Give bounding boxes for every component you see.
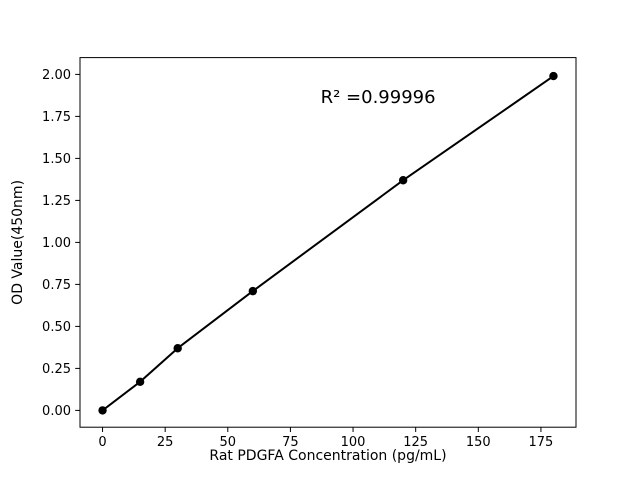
plot-area: 0 25 50 75 100 125 150 175 0.00 0.25 0.50 0.75 1.00 1…	[42, 57, 577, 450]
y-tick-label: 1.00	[42, 236, 71, 251]
data-point	[398, 176, 408, 185]
y-tick-label: 0.25	[42, 362, 71, 377]
y-tick-label: 2.00	[42, 68, 71, 83]
y-tick-label: 1.75	[42, 110, 71, 125]
y-tick-label: 1.50	[42, 152, 71, 167]
y-tick-label: 0.00	[42, 404, 71, 419]
x-tick-label: 25	[157, 435, 174, 450]
data-point	[248, 286, 258, 296]
r-squared-annotation: R² =0.99996	[321, 87, 436, 108]
data-line	[101, 75, 555, 412]
data-point	[549, 71, 558, 81]
data-point	[173, 344, 182, 353]
x-tick-label: 100	[341, 435, 366, 450]
x-tick-label: 75	[282, 435, 299, 450]
y-tick-label: 1.25	[42, 194, 71, 209]
data-point	[98, 406, 107, 415]
x-tick-label: 125	[403, 435, 428, 450]
y-axis-label: OD Value(450nm)	[10, 180, 26, 305]
y-tick-label: 0.75	[42, 278, 71, 293]
x-tick-label: 0	[98, 435, 106, 450]
x-axis-label: Rat PDGFA Concentration (pg/mL)	[209, 448, 446, 464]
y-tick-label: 0.50	[42, 320, 71, 335]
x-tick-label: 175	[529, 435, 554, 450]
x-tick-label: 50	[220, 435, 237, 450]
x-tick-label: 150	[466, 435, 491, 450]
data-point	[135, 377, 145, 387]
